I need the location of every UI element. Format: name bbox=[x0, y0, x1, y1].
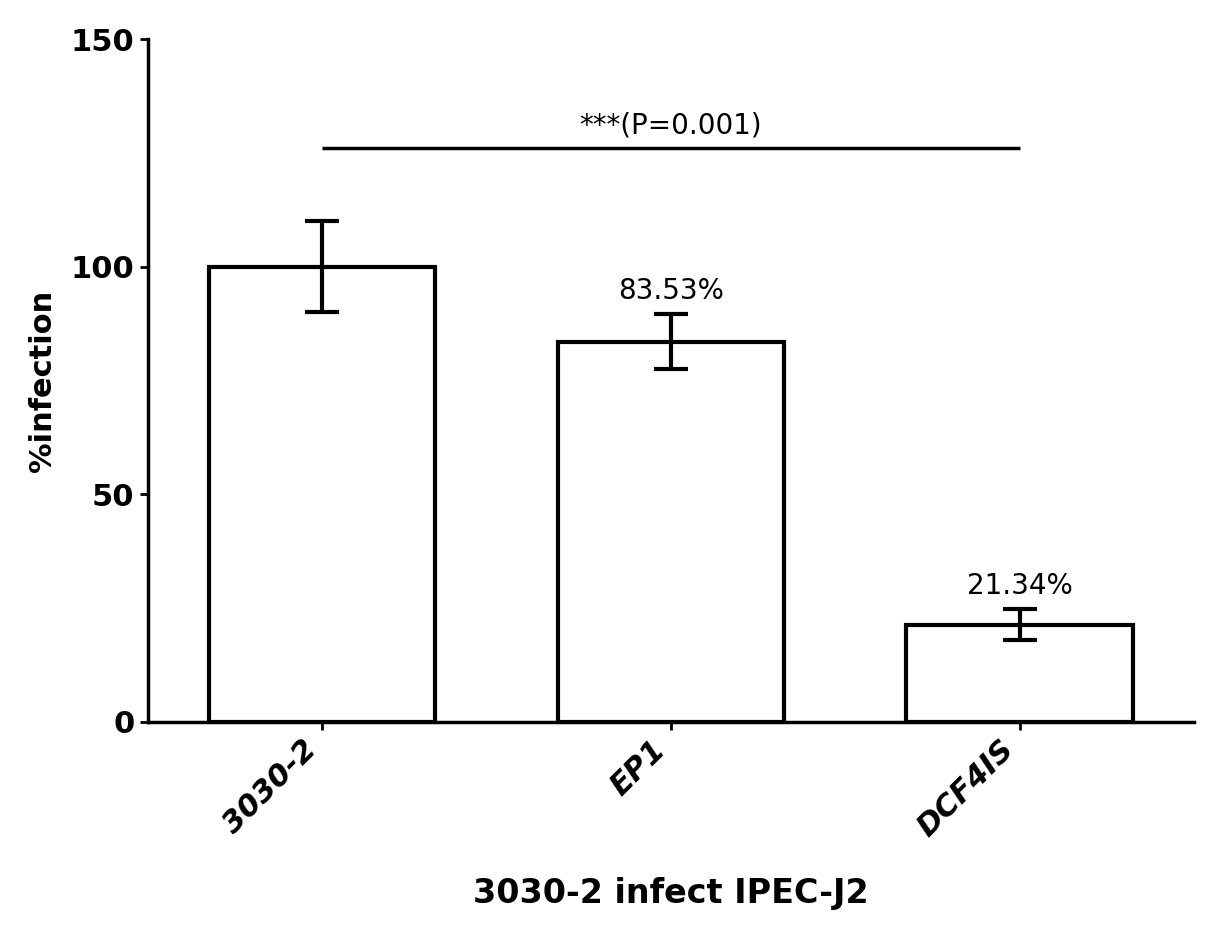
Text: ***(P=0.001): ***(P=0.001) bbox=[579, 112, 763, 140]
Text: 83.53%: 83.53% bbox=[618, 278, 723, 305]
Bar bbox=[209, 266, 435, 721]
X-axis label: 3030-2 infect IPEC-J2: 3030-2 infect IPEC-J2 bbox=[473, 877, 869, 910]
Bar bbox=[557, 341, 785, 721]
Y-axis label: %infection: %infection bbox=[28, 289, 56, 472]
Bar bbox=[907, 625, 1133, 721]
Text: 21.34%: 21.34% bbox=[967, 571, 1073, 599]
